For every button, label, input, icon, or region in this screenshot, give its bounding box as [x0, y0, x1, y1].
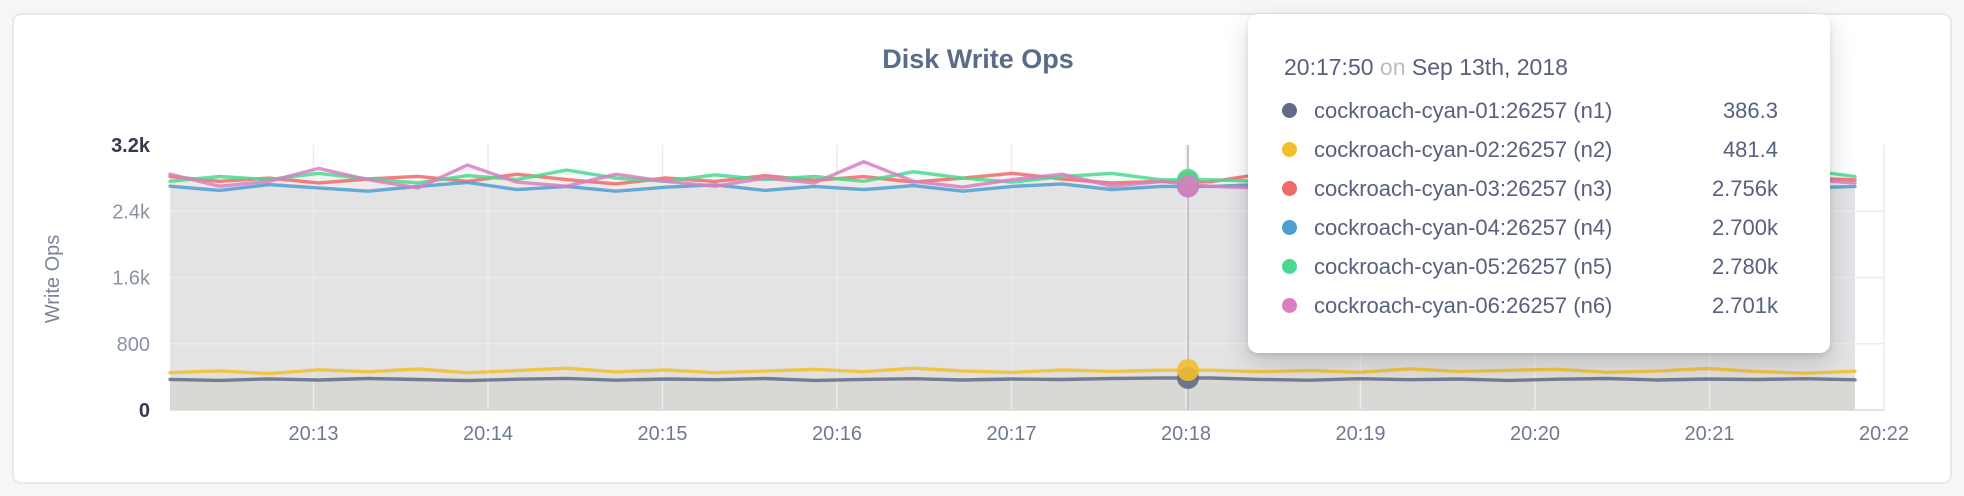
y-tick-label: 0	[139, 400, 150, 422]
hover-dot-2	[1177, 359, 1199, 382]
tooltip-series-row: cockroach-cyan-06:26257 (n6) 2.701k	[1282, 286, 1778, 325]
series-name: cockroach-cyan-01:26257 (n1)	[1314, 97, 1613, 123]
x-tick-label: 20:17	[986, 423, 1036, 445]
series-value: 481.4	[1722, 136, 1778, 162]
tooltip-series-row: cockroach-cyan-03:26257 (n3) 2.756k	[1282, 169, 1778, 208]
x-tick-label: 20:15	[637, 423, 687, 445]
chart-title: Disk Write Ops	[882, 44, 1074, 74]
series-color-dot	[1282, 259, 1297, 274]
series-color-dot	[1282, 220, 1297, 235]
series-color-dot	[1282, 103, 1297, 118]
series-name: cockroach-cyan-04:26257 (n4)	[1314, 214, 1613, 240]
tooltip-series-row: cockroach-cyan-05:26257 (n5) 2.780k	[1282, 247, 1778, 286]
tooltip-header: 20:17:50 on Sep 13th, 2018	[1284, 54, 1778, 81]
series-color-dot	[1282, 298, 1297, 313]
x-tick-label: 20:14	[463, 423, 513, 445]
series-name: cockroach-cyan-02:26257 (n2)	[1314, 136, 1613, 162]
series-name: cockroach-cyan-05:26257 (n5)	[1314, 253, 1613, 279]
tooltip-series-row: cockroach-cyan-04:26257 (n4) 2.700k	[1282, 208, 1778, 247]
series-line-1	[168, 376, 1857, 383]
x-tick-label: 20:16	[812, 423, 862, 445]
x-tick-label: 20:18	[1161, 423, 1211, 445]
tooltip-date: Sep 13th, 2018	[1411, 54, 1568, 80]
series-value: 2.700k	[1711, 214, 1778, 240]
y-tick-label: 3.2k	[111, 135, 151, 157]
x-tick-label: 20:22	[1859, 423, 1909, 445]
y-tick-label: 2.4k	[112, 201, 151, 223]
x-tick-label: 20:13	[288, 423, 338, 445]
series-name: cockroach-cyan-06:26257 (n6)	[1314, 292, 1613, 318]
series-value: 2.701k	[1711, 292, 1778, 318]
tooltip-on-word: on	[1379, 54, 1406, 80]
series-area-1	[170, 378, 1855, 410]
x-tick-label: 20:21	[1684, 423, 1734, 445]
y-tick-label: 800	[117, 334, 150, 356]
series-color-dot	[1282, 142, 1297, 157]
series-line-2	[168, 366, 1857, 376]
tooltip-time: 20:17:50	[1284, 54, 1374, 80]
x-tick-label: 20:19	[1335, 423, 1385, 445]
x-tick-label: 20:20	[1510, 423, 1560, 445]
tooltip-rows: cockroach-cyan-01:26257 (n1) 386.3 cockroa…	[1282, 91, 1778, 325]
series-value: 2.780k	[1711, 253, 1778, 279]
hover-dot-6	[1177, 175, 1199, 198]
series-value: 2.756k	[1711, 175, 1778, 201]
series-color-dot	[1282, 181, 1297, 196]
series-value: 386.3	[1722, 97, 1778, 123]
y-tick-label: 1.6k	[112, 268, 151, 290]
series-name: cockroach-cyan-03:26257 (n3)	[1314, 175, 1613, 201]
hover-tooltip: 20:17:50 on Sep 13th, 2018 cockroach-cya…	[1248, 14, 1830, 353]
tooltip-series-row: cockroach-cyan-01:26257 (n1) 386.3	[1282, 91, 1778, 130]
tooltip-series-row: cockroach-cyan-02:26257 (n2) 481.4	[1282, 130, 1778, 169]
